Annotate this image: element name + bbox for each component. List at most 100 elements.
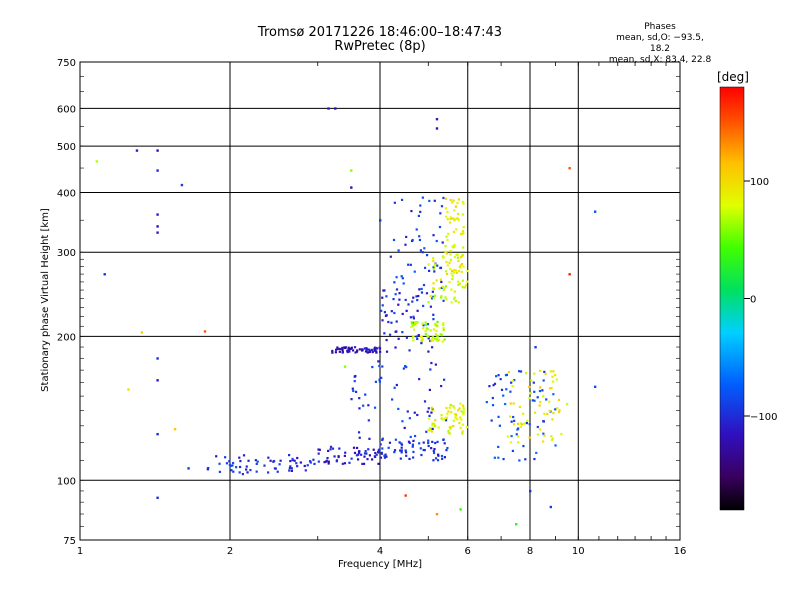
o-mode-point xyxy=(428,199,431,203)
chart-title: Tromsø 20171226 18:46:00–18:47:43 xyxy=(257,25,503,40)
x-mode-point xyxy=(461,200,464,204)
x-mode-point xyxy=(538,369,542,372)
o-mode-point xyxy=(502,457,505,461)
x-mode-point xyxy=(528,436,531,439)
x-mode-point xyxy=(459,508,462,511)
o-mode-point xyxy=(398,292,401,295)
o-mode-point xyxy=(309,461,312,464)
o-mode-point xyxy=(371,365,374,369)
o-mode-point xyxy=(304,469,307,472)
o-mode-point xyxy=(389,255,392,258)
x-mode-point xyxy=(568,167,571,170)
x-mode-point xyxy=(551,418,554,421)
o-mode-point xyxy=(419,210,422,213)
x-mode-point xyxy=(517,422,520,425)
x-mode-point xyxy=(457,283,460,286)
x-mode-point xyxy=(449,216,452,219)
o-mode-point xyxy=(358,397,361,400)
o-mode-point xyxy=(491,396,494,400)
o-mode-point xyxy=(500,388,504,391)
o-mode-point xyxy=(351,387,354,390)
o-mode-point xyxy=(373,455,376,458)
o-mode-point xyxy=(366,458,369,461)
x-mode-point xyxy=(420,340,424,343)
o-mode-point xyxy=(423,247,426,250)
o-mode-point xyxy=(497,374,500,377)
colorbar-tick-label: 0 xyxy=(750,295,756,306)
o-mode-point xyxy=(343,462,347,465)
x-mode-point xyxy=(539,400,542,404)
o-mode-point xyxy=(429,339,432,343)
o-mode-point xyxy=(350,398,353,401)
o-mode-point xyxy=(545,398,548,401)
o-mode-point xyxy=(241,472,244,476)
x-mode-point xyxy=(446,412,449,415)
x-mode-point xyxy=(462,225,465,229)
o-mode-point xyxy=(417,334,420,337)
o-mode-point xyxy=(352,446,356,449)
x-mode-point xyxy=(453,218,456,221)
o-mode-point xyxy=(428,388,431,392)
o-mode-point xyxy=(291,457,294,461)
o-mode-point xyxy=(242,454,246,457)
o-mode-point xyxy=(333,455,336,458)
o-mode-point xyxy=(444,419,448,422)
x-mode-point xyxy=(441,285,445,288)
x-tick-label: 8 xyxy=(527,546,533,557)
o-mode-point xyxy=(432,266,435,269)
o-mode-point xyxy=(515,433,518,436)
x-mode-point xyxy=(524,372,528,375)
o-mode-point xyxy=(387,446,390,449)
x-mode-point xyxy=(444,296,447,299)
x-mode-point xyxy=(452,271,456,274)
o-mode-point xyxy=(245,468,248,471)
o-mode-point xyxy=(402,282,405,285)
x-mode-point xyxy=(448,221,452,224)
o-mode-point xyxy=(367,348,371,351)
o-mode-point xyxy=(418,235,421,238)
o-mode-point xyxy=(412,450,415,454)
o-mode-point xyxy=(372,448,375,451)
o-mode-point xyxy=(393,311,396,315)
x-mode-point xyxy=(410,325,413,329)
o-mode-point xyxy=(415,228,418,231)
o-mode-point xyxy=(536,396,539,399)
x-mode-point xyxy=(460,410,463,413)
x-mode-point xyxy=(424,321,427,324)
o-mode-point xyxy=(512,415,515,419)
o-mode-point xyxy=(498,424,501,427)
o-mode-point xyxy=(533,390,536,393)
x-mode-point xyxy=(461,230,465,233)
o-mode-point xyxy=(206,468,209,471)
o-mode-point xyxy=(420,291,424,294)
o-mode-point xyxy=(405,454,408,457)
x-mode-point xyxy=(456,212,460,216)
x-mode-point xyxy=(461,432,464,435)
x-mode-point xyxy=(444,245,447,248)
o-mode-point xyxy=(308,460,312,463)
o-mode-point xyxy=(358,407,361,410)
o-mode-point xyxy=(504,374,508,377)
x-mode-point xyxy=(509,402,512,405)
o-mode-point xyxy=(408,349,411,352)
o-mode-point xyxy=(381,437,384,440)
o-mode-point xyxy=(103,273,106,276)
o-mode-point xyxy=(400,446,403,449)
o-mode-point xyxy=(353,380,356,383)
x-mode-point xyxy=(465,426,469,429)
x-mode-point xyxy=(445,235,448,238)
o-mode-point xyxy=(348,350,351,353)
x-mode-point xyxy=(439,278,442,281)
x-mode-point xyxy=(551,375,554,378)
x-mode-point xyxy=(447,232,450,235)
o-mode-point xyxy=(495,375,498,378)
x-mode-point xyxy=(432,422,436,426)
x-mode-point xyxy=(414,323,417,326)
o-mode-point xyxy=(422,304,425,308)
o-mode-point xyxy=(442,438,445,441)
x-mode-point xyxy=(434,333,438,336)
phase-stats: Phases mean, sd,O: −93.5, 18.2 mean, sd,… xyxy=(605,22,715,66)
x-tick-label: 1 xyxy=(77,546,83,557)
x-mode-point xyxy=(446,210,449,213)
o-mode-point xyxy=(348,461,351,464)
